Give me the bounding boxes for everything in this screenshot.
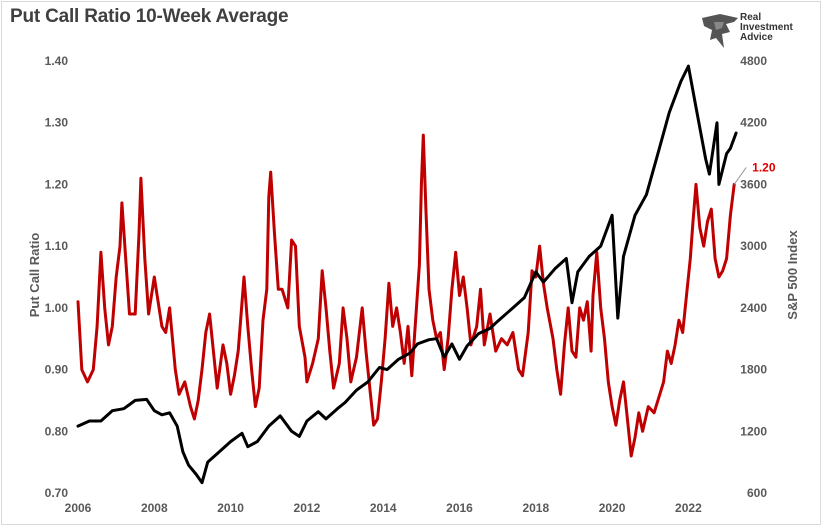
x-tick-label: 2014 [370,501,397,515]
brand-logo: Real Investment Advice [700,12,810,52]
annotation-layer: 1.20 [733,160,776,185]
left-tick-label: 1.00 [45,301,69,315]
eagle-icon [702,14,738,48]
chart-title: Put Call Ratio 10-Week Average [10,6,289,27]
brand-line3: Advice [740,32,773,43]
callout-leader-line [733,167,747,185]
right-tick-label: 4200 [740,116,767,130]
brand-line2: Investment [740,22,793,33]
right-axis: 600 1200 1800 2400 3000 3600 4200 4800 [740,54,767,500]
x-tick-label: 2012 [294,501,321,515]
right-tick-label: 2400 [740,301,767,315]
left-axis: 0.70 0.80 0.90 1.00 1.10 1.20 1.30 1.40 [45,54,69,500]
right-tick-label: 600 [747,486,767,500]
right-tick-label: 3600 [740,177,767,191]
left-tick-label: 1.40 [45,54,69,68]
right-tick-label: 1800 [740,363,767,377]
x-tick-label: 2010 [217,501,244,515]
x-axis: 2006 2008 2010 2012 2014 2016 2018 2020 2022 [65,501,702,515]
series-layer [76,64,738,485]
brand-name: Real Investment Advice [740,13,793,43]
left-tick-label: 0.90 [45,363,69,377]
right-tick-label: 1200 [740,424,767,438]
left-tick-label: 1.10 [45,239,69,253]
left-tick-label: 1.30 [45,116,69,130]
x-tick-label: 2022 [675,501,702,515]
x-tick-label: 2020 [599,501,626,515]
x-tick-label: 2008 [141,501,168,515]
x-tick-label: 2006 [65,501,92,515]
callout-label: 1.20 [752,160,776,174]
right-axis-title: S&P 500 Index [785,230,800,320]
left-tick-label: 0.70 [45,486,69,500]
put-call-ratio-line [76,133,736,458]
left-tick-label: 1.20 [45,177,69,191]
x-tick-label: 2018 [522,501,549,515]
x-tick-label: 2016 [446,501,473,515]
left-tick-label: 0.80 [45,424,69,438]
left-axis-title: Put Call Ratio [27,233,42,318]
right-tick-label: 3000 [740,239,767,253]
right-tick-label: 4800 [740,54,767,68]
brand-line1: Real [740,12,762,23]
sp500-line [76,64,738,485]
